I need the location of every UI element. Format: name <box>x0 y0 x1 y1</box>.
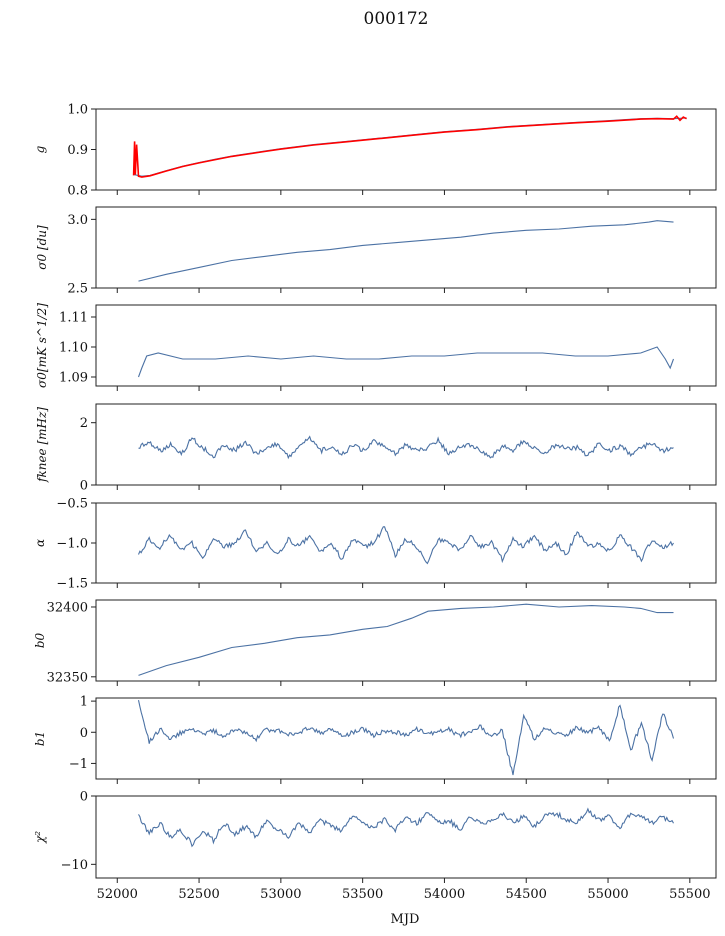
y-tick-label: 32350 <box>47 670 88 685</box>
y-axis-label: g <box>33 145 47 153</box>
x-tick-label: 52000 <box>97 887 138 902</box>
x-tick-label: 54500 <box>506 887 547 902</box>
x-tick-label: 53000 <box>260 887 301 902</box>
series-line-0 <box>137 699 675 776</box>
series-line-1 <box>132 115 687 178</box>
y-tick-label: −1 <box>69 757 88 772</box>
panel-chi2: −10 0 χ² <box>33 790 717 883</box>
series-line-0 <box>137 526 674 565</box>
x-axis-ticks: 52000 52500 53000 53500 54000 54500 55000 55500 <box>97 887 711 902</box>
y-tick-label: 0 <box>80 790 88 805</box>
y-tick-label: −1.0 <box>56 537 88 552</box>
x-tick-label: 52500 <box>178 887 219 902</box>
plot-frame <box>95 403 717 486</box>
y-tick-label: 1.0 <box>67 103 88 118</box>
y-axis-label: b1 <box>33 731 47 746</box>
y-axis-label: α <box>33 539 47 547</box>
panel-fknee: 0 2 fknee [mHz] <box>35 403 717 494</box>
panel-b0: 32350 32400 b0 <box>33 599 717 686</box>
plot-frame <box>95 697 717 780</box>
y-axis-label: χ² <box>33 831 47 844</box>
x-tick-label: 55000 <box>587 887 628 902</box>
y-axis-label: σ0 [du] <box>35 225 49 270</box>
y-tick-label: 0.9 <box>67 143 88 158</box>
y-tick-label: −1.5 <box>56 577 88 592</box>
series-line-0 <box>133 117 687 177</box>
series-line-0 <box>138 220 674 282</box>
y-axis-label: σ0[mK s^1/2] <box>35 303 49 388</box>
figure-title: 000172 <box>364 9 429 29</box>
plot-frame <box>95 206 717 289</box>
y-tick-label: 1 <box>80 695 88 710</box>
y-tick-label: 32400 <box>47 600 88 615</box>
y-tick-label: 3.0 <box>67 213 88 228</box>
y-tick-label: 0 <box>80 479 88 494</box>
x-tick-label: 54000 <box>424 887 465 902</box>
y-tick-label: 2.5 <box>67 282 88 297</box>
panel-alpha: −1.5 −1.0 −0.5 α <box>33 497 717 592</box>
x-tick-label: 53500 <box>342 887 383 902</box>
y-tick-label: 1.11 <box>59 311 88 326</box>
y-tick-label: 2 <box>80 416 88 431</box>
plot-frame <box>95 599 717 682</box>
series-line-0 <box>138 807 674 848</box>
y-tick-label: 1.09 <box>59 371 88 386</box>
series-line-0 <box>138 435 674 460</box>
y-tick-label: 0 <box>80 726 88 741</box>
y-tick-label: 1.10 <box>59 341 88 356</box>
x-axis-label: MJD <box>391 912 420 927</box>
plot-frame <box>95 502 717 584</box>
y-tick-label: −0.5 <box>56 497 88 512</box>
x-tick-label: 55500 <box>669 887 710 902</box>
panel-g: 0.8 0.9 1.0 g <box>33 103 717 199</box>
y-axis-label: b0 <box>33 632 47 648</box>
panel-sigma0-du: 2.5 3.0 σ0 [du] <box>35 206 717 297</box>
plot-frame <box>95 304 717 387</box>
panel-sigma0-mks: 1.09 1.10 1.11 σ0[mK s^1/2] <box>35 303 717 391</box>
y-tick-label: 0.8 <box>67 184 88 199</box>
panel-b1: −1 0 1 b1 <box>33 695 717 784</box>
plot-frame <box>95 795 717 879</box>
y-axis-label: fknee [mHz] <box>35 407 49 483</box>
y-tick-label: −10 <box>61 858 88 873</box>
plot-frame <box>95 108 717 191</box>
series-line-0 <box>137 346 675 378</box>
series-line-0 <box>138 603 674 676</box>
